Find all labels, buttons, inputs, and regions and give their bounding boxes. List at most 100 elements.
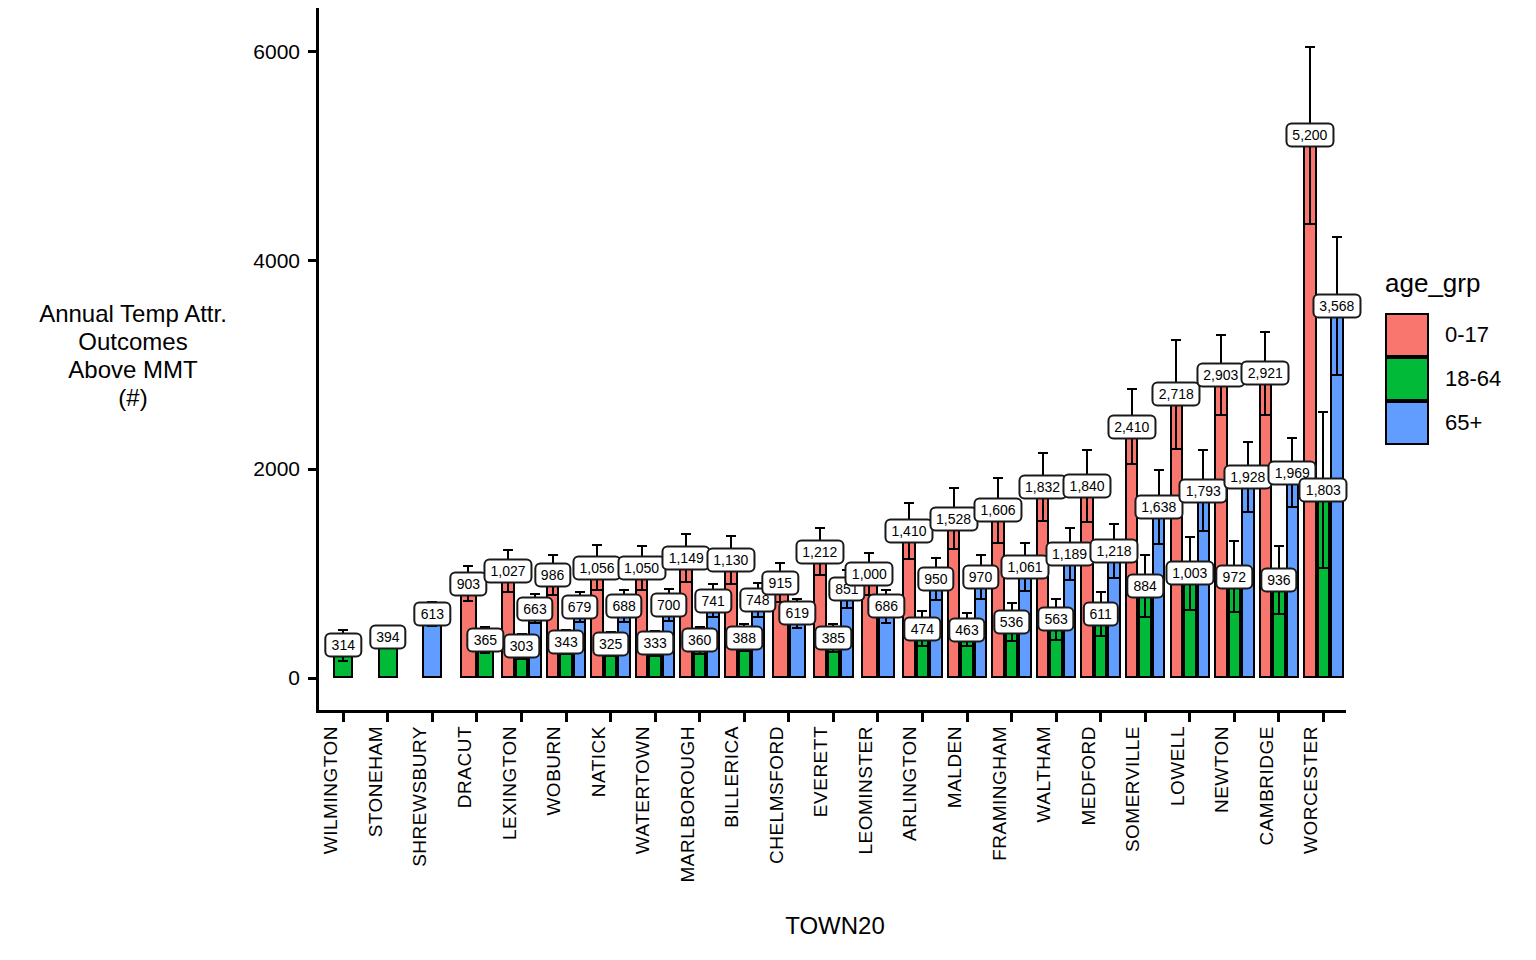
error-bar-cap xyxy=(1038,520,1048,522)
error-bar-cap xyxy=(575,591,585,593)
x-tick-label: WILMINGTON xyxy=(320,726,342,854)
error-bar-cap xyxy=(962,612,972,614)
bar-value-label: 474 xyxy=(904,616,941,641)
bar-value-label: 679 xyxy=(561,595,598,620)
error-bar-cap xyxy=(962,645,972,647)
bar-value-label: 1,027 xyxy=(483,558,532,583)
bar-value-label: 394 xyxy=(369,624,406,649)
bar-value-label: 1,149 xyxy=(662,546,711,571)
error-bar-cap xyxy=(1140,616,1150,618)
error-bar-cap xyxy=(1260,331,1270,333)
bar-value-label: 972 xyxy=(1216,564,1253,589)
error-bar-cap xyxy=(1127,463,1137,465)
bar-value-label: 1,130 xyxy=(706,548,755,573)
error-bar-cap xyxy=(993,477,1003,479)
legend-label: 65+ xyxy=(1445,410,1482,436)
error-bar-cap xyxy=(1260,414,1270,416)
error-bar-cap xyxy=(1332,236,1342,238)
x-tick-mark xyxy=(609,713,612,722)
x-tick-label: LEXINGTON xyxy=(499,726,521,840)
error-bar-cap xyxy=(664,620,674,622)
error-bar-cap xyxy=(503,549,513,551)
bar-value-label: 325 xyxy=(592,632,629,657)
error-bar-cap xyxy=(681,581,691,583)
error-bar-cap xyxy=(1140,554,1150,556)
x-tick-mark xyxy=(386,713,389,722)
error-bar-cap xyxy=(1096,591,1106,593)
error-bar-cap xyxy=(949,487,959,489)
y-axis-title-line: Outcomes xyxy=(8,328,258,356)
error-bar-cap xyxy=(1185,609,1195,611)
x-axis-line xyxy=(316,710,1346,713)
error-bar-cap xyxy=(619,589,629,591)
error-bar-cap xyxy=(1185,536,1195,538)
x-tick-mark xyxy=(1144,713,1147,722)
error-bar-cap xyxy=(1038,452,1048,454)
y-tick-label: 0 xyxy=(230,666,300,690)
bar-value-label: 663 xyxy=(516,596,553,621)
bar-value-label: 360 xyxy=(681,628,718,653)
x-tick-label: STONEHAM xyxy=(365,726,387,837)
y-tick-label: 6000 xyxy=(230,40,300,64)
error-bar-cap xyxy=(1065,527,1075,529)
x-tick-label: ARLINGTON xyxy=(899,726,921,841)
error-bar-cap xyxy=(1287,506,1297,508)
error-bar-cap xyxy=(1007,640,1017,642)
bar-value-label: 1,050 xyxy=(617,556,666,581)
x-tick-mark xyxy=(876,713,879,722)
x-tick-label: MALDEN xyxy=(944,726,966,808)
x-tick-mark xyxy=(654,713,657,722)
error-bar-cap xyxy=(503,591,513,593)
y-axis-title-line: Annual Temp Attr. xyxy=(8,300,258,328)
error-bar-cap xyxy=(1305,223,1315,225)
error-bar-cap xyxy=(338,629,348,631)
bar-value-label: 936 xyxy=(1260,568,1297,593)
error-bar-cap xyxy=(881,622,891,624)
error-bar-cap xyxy=(1096,635,1106,637)
error-bar-cap xyxy=(1020,590,1030,592)
x-tick-mark xyxy=(475,713,478,722)
error-bar-cap xyxy=(993,542,1003,544)
x-tick-mark xyxy=(1322,713,1325,722)
x-tick-label: CAMBRIDGE xyxy=(1256,726,1278,846)
error-bar-cap xyxy=(726,583,736,585)
bar-value-label: 611 xyxy=(1082,602,1118,627)
error-bar-cap xyxy=(530,622,540,624)
x-tick-label: SHREWSBURY xyxy=(409,726,431,867)
bar-value-label: 1,832 xyxy=(1018,474,1067,499)
y-axis-title: Annual Temp Attr. Outcomes Above MMT (#) xyxy=(8,300,258,412)
y-tick-label: 2000 xyxy=(230,457,300,481)
bar-value-label: 903 xyxy=(450,571,487,596)
legend-title: age_grp xyxy=(1385,268,1535,299)
x-tick-mark xyxy=(1099,713,1102,722)
y-axis-title-line: Above MMT xyxy=(8,356,258,384)
error-bar-cap xyxy=(548,554,558,556)
x-tick-mark xyxy=(832,713,835,722)
error-bar-cap xyxy=(592,589,602,591)
bar-value-label: 5,200 xyxy=(1285,123,1334,148)
bar-value-label: 1,410 xyxy=(884,518,933,543)
error-bar-cap xyxy=(842,607,852,609)
bar-value-label: 333 xyxy=(636,631,673,656)
bar-value-label: 613 xyxy=(414,602,451,627)
bar-value-label: 1,000 xyxy=(845,561,894,586)
x-tick-mark xyxy=(743,713,746,722)
bar-value-label: 2,410 xyxy=(1107,414,1156,439)
legend-swatch-18-64 xyxy=(1385,357,1429,401)
bar-value-label: 1,056 xyxy=(573,555,622,580)
x-tick-label: EVERETT xyxy=(810,726,832,817)
bar-value-label: 986 xyxy=(534,563,571,588)
x-tick-mark xyxy=(787,713,790,722)
bar-value-label: 365 xyxy=(467,627,504,652)
x-tick-label: DRACUT xyxy=(454,726,476,808)
bar-value-label: 314 xyxy=(325,633,362,658)
x-tick-label: LEOMINSTER xyxy=(855,726,877,855)
error-bar-cap xyxy=(1154,543,1164,545)
bar-CAMBRIDGE-0-17 xyxy=(1259,373,1273,678)
x-tick-label: FRAMINGHAM xyxy=(989,726,1011,861)
bar-value-label: 1,003 xyxy=(1165,561,1214,586)
error-bar-cap xyxy=(1109,523,1119,525)
error-bar-cap xyxy=(917,610,927,612)
bar-value-label: 1,212 xyxy=(795,539,844,564)
error-bar-cap xyxy=(904,558,914,560)
